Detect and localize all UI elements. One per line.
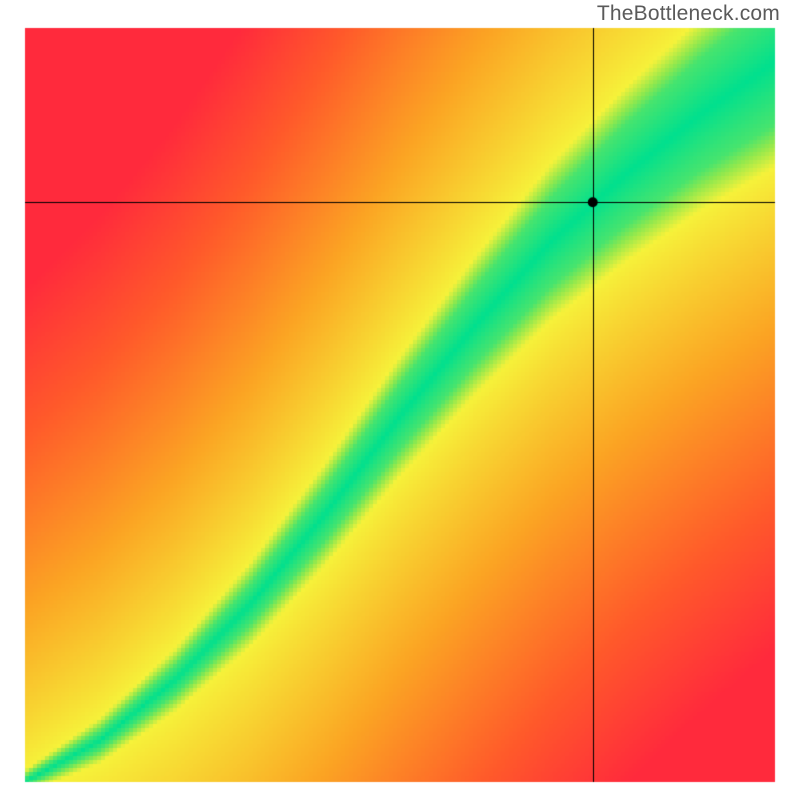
heatmap-plot: [0, 0, 800, 800]
watermark-text: TheBottleneck.com: [597, 2, 780, 26]
heatmap-canvas: [0, 0, 800, 800]
